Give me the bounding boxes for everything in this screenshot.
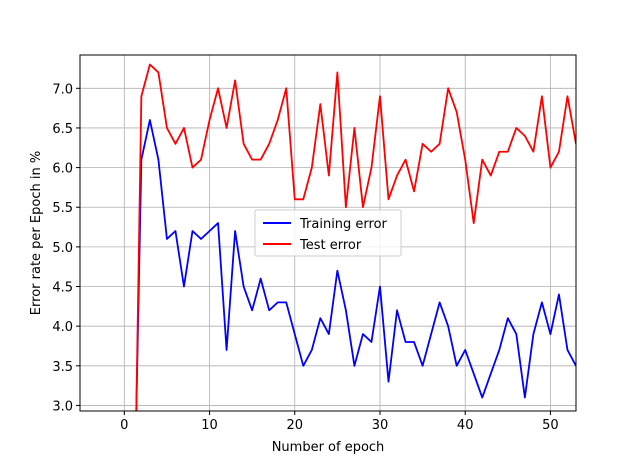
x-tick-label: 20 [286, 418, 303, 433]
ticks: 0 10 20 30 40 50 3.0 3.5 4.0 4.5 5.0 5.5 6.0 6.5 7.0 [52, 82, 558, 433]
y-tick-label: 6.5 [52, 122, 73, 137]
y-tick-label: 4.5 [52, 281, 73, 296]
x-axis-label: Number of epoch [272, 440, 385, 455]
legend-label-test: Test error [299, 238, 362, 253]
x-tick-label: 40 [457, 418, 474, 433]
x-tick-label: 10 [201, 418, 218, 433]
x-tick-label: 30 [372, 418, 389, 433]
x-tick-label: 0 [120, 418, 128, 433]
series-layer [135, 63, 576, 411]
legend-label-training: Training error [299, 217, 388, 232]
y-axis-label: Error rate per Epoch in % [29, 151, 44, 315]
y-tick-label: 4.0 [52, 320, 73, 335]
y-tick-label: 3.5 [52, 360, 73, 375]
y-tick-label: 6.0 [52, 162, 73, 177]
y-tick-label: 5.0 [52, 241, 73, 256]
axes-frame [79, 54, 577, 412]
legend-box [254, 209, 402, 257]
x-tick-label: 50 [542, 418, 559, 433]
test-error-line [135, 63, 576, 411]
legend: Training error Test error [254, 209, 402, 257]
y-tick-label: 5.5 [52, 201, 73, 216]
y-tick-label: 7.0 [52, 82, 73, 97]
y-tick-label: 3.0 [52, 399, 73, 414]
training-error-line [135, 119, 576, 411]
